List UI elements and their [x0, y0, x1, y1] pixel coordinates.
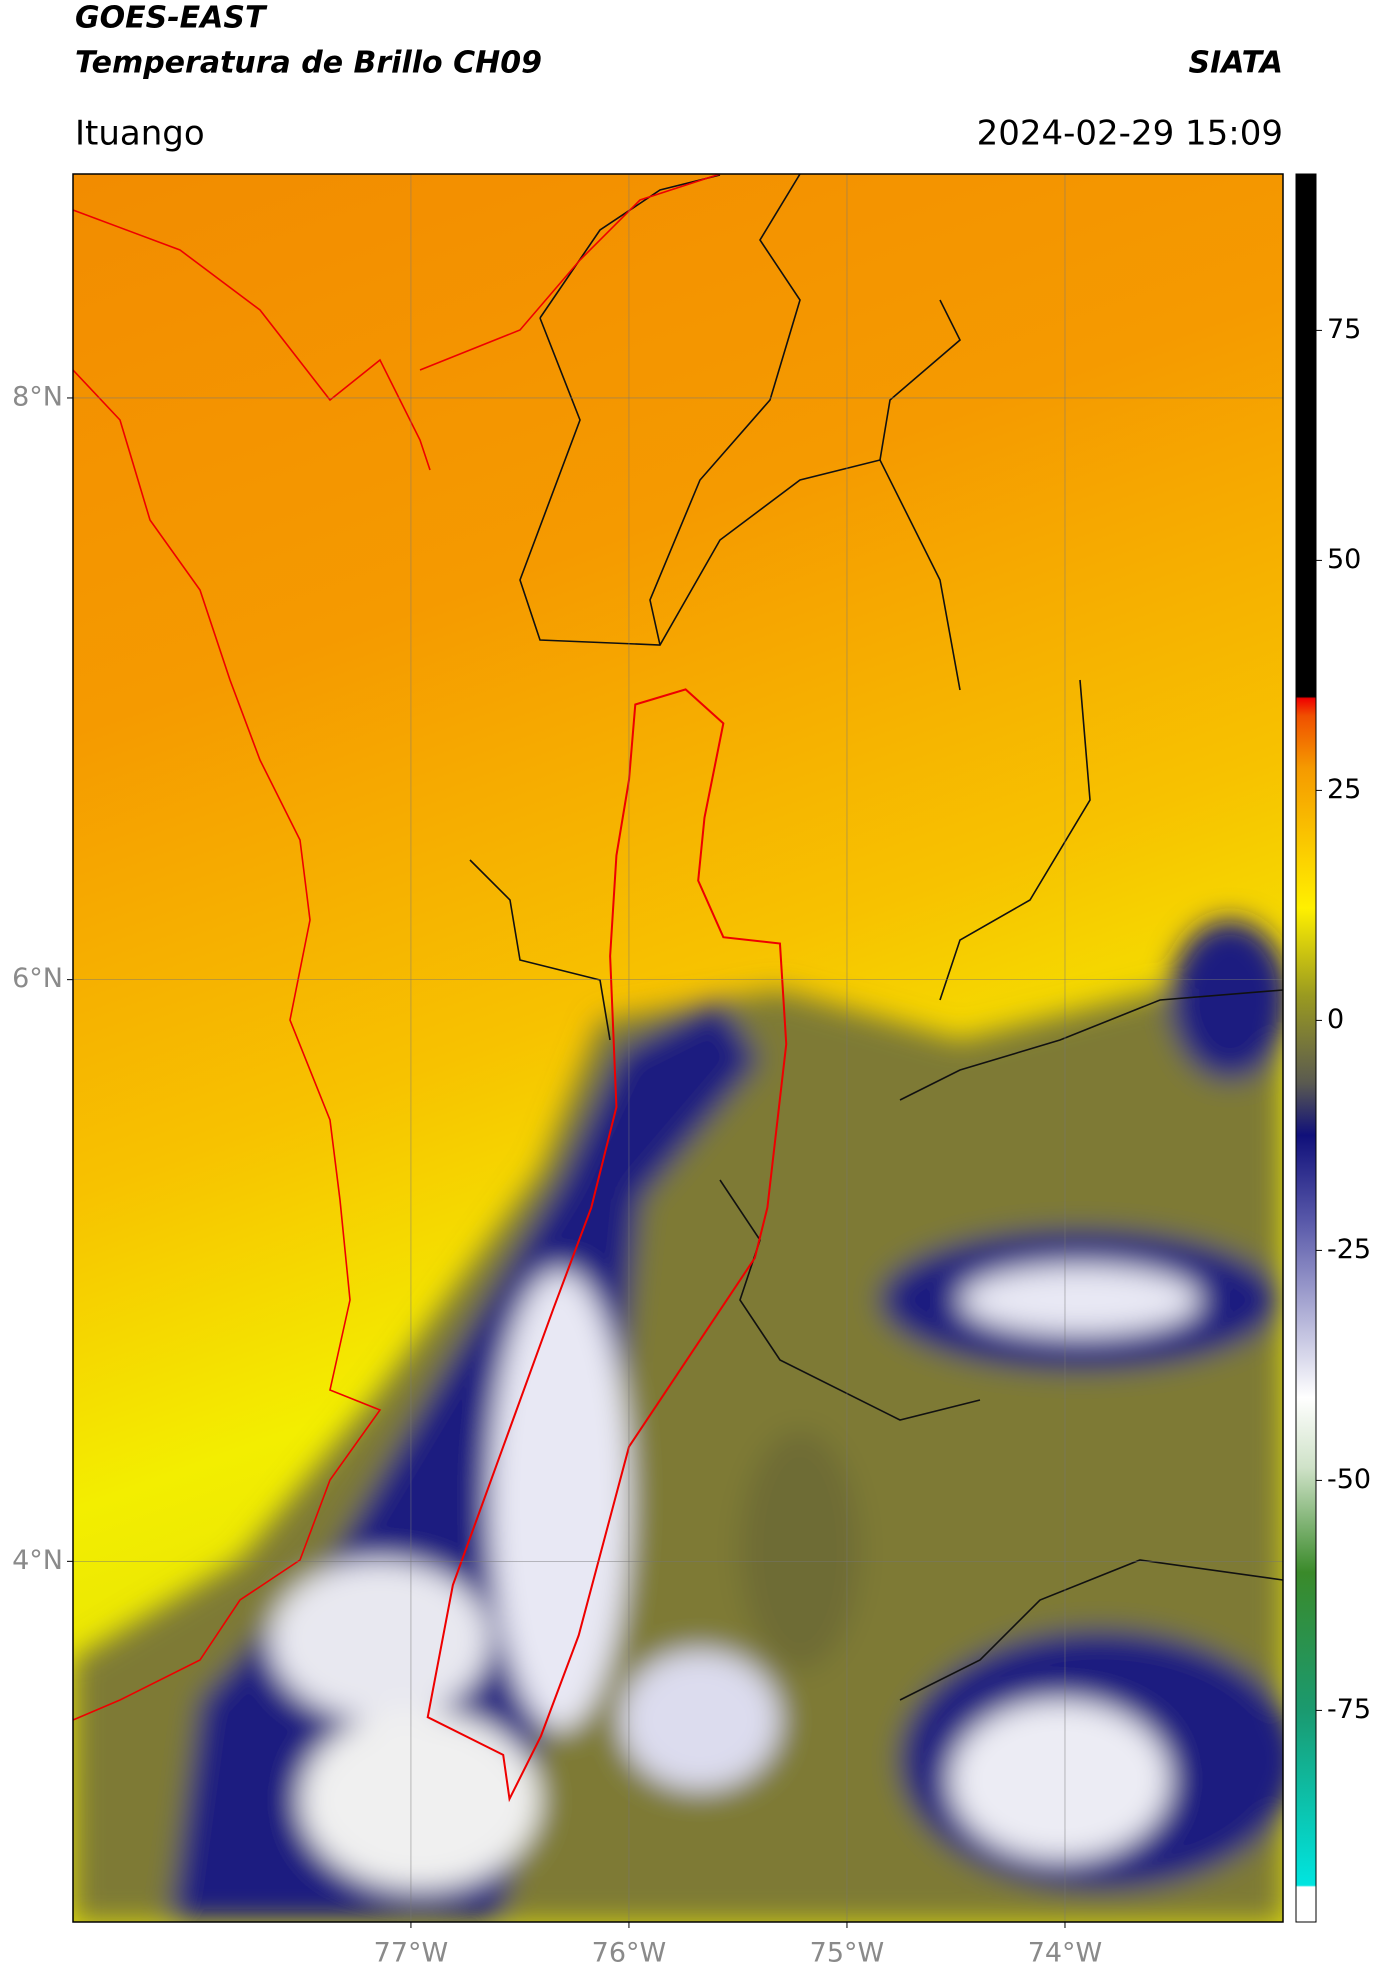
colorbar-tick-label: 25 [1327, 774, 1361, 805]
colorbar-tick-label: 75 [1327, 314, 1361, 345]
title: GOES-EAST [75, 1, 268, 36]
map-frame [72, 173, 1284, 1923]
location: Ituango [75, 114, 205, 154]
grid [73, 174, 1283, 1922]
x-tick-label: 74°W [1028, 1938, 1103, 1969]
colorbar-tick-label: 50 [1327, 544, 1361, 575]
datetime: 2024-02-29 15:09 [977, 114, 1283, 154]
colorbar [1295, 173, 1317, 1923]
colorbar-tick-label: 0 [1327, 1004, 1344, 1035]
subtitle: Temperatura de Brillo CH09 [75, 46, 542, 81]
source: SIATA [1189, 46, 1283, 81]
colorbar-tick-label: -75 [1327, 1694, 1371, 1725]
y-tick-label: 6°N [12, 963, 63, 994]
x-tick-label: 77°W [374, 1938, 449, 1969]
y-tick-label: 8°N [12, 381, 63, 412]
colorbar-tick-label: -50 [1327, 1464, 1371, 1495]
header: GOES-EAST Temperatura de Brillo CH09 SIA… [75, 1, 1283, 154]
colorbar-tick-label: -25 [1327, 1234, 1371, 1265]
x-tick-label: 75°W [810, 1938, 885, 1969]
x-tick-label: 76°W [592, 1938, 667, 1969]
satellite-image [73, 174, 1283, 1922]
y-tick-label: 4°N [12, 1545, 63, 1576]
